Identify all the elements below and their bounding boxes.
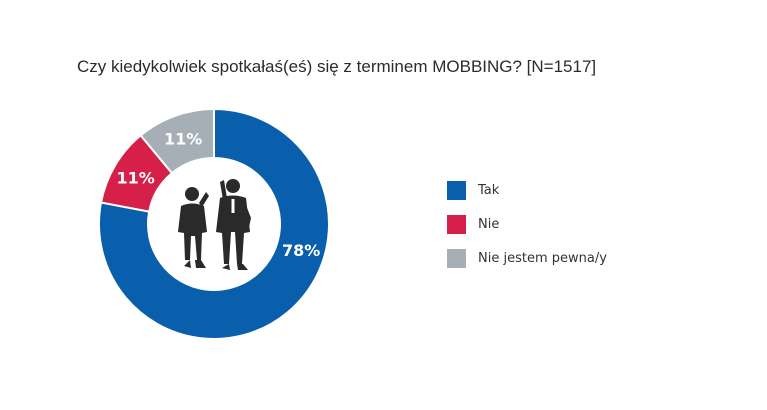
donut-hole <box>149 159 279 289</box>
data-label-tak: 78% <box>282 241 320 260</box>
slice-nie-jestem-pewna <box>139 107 215 175</box>
businessmen-silhouette-icon <box>178 179 251 270</box>
legend: Tak Nie Nie jestem pewna/y <box>447 181 607 283</box>
legend-label: Tak <box>478 183 500 198</box>
legend-label: Nie <box>478 217 500 232</box>
legend-swatch <box>447 215 466 234</box>
legend-item-nie-jestem-pewna: Nie jestem pewna/y <box>447 249 607 268</box>
slice-tak <box>98 107 330 340</box>
data-label-nie: 11% <box>117 169 155 188</box>
data-label-nie-jestem-pewna: 11% <box>164 129 202 148</box>
legend-swatch <box>447 249 466 268</box>
legend-label: Nie jestem pewna/y <box>478 251 607 266</box>
chart-title: Czy kiedykolwiek spotkałaś(eś) się z ter… <box>77 57 597 76</box>
legend-item-nie: Nie <box>447 215 607 234</box>
donut-chart: 78% 11% 11% <box>98 107 330 340</box>
legend-swatch <box>447 181 466 200</box>
legend-item-tak: Tak <box>447 181 607 200</box>
